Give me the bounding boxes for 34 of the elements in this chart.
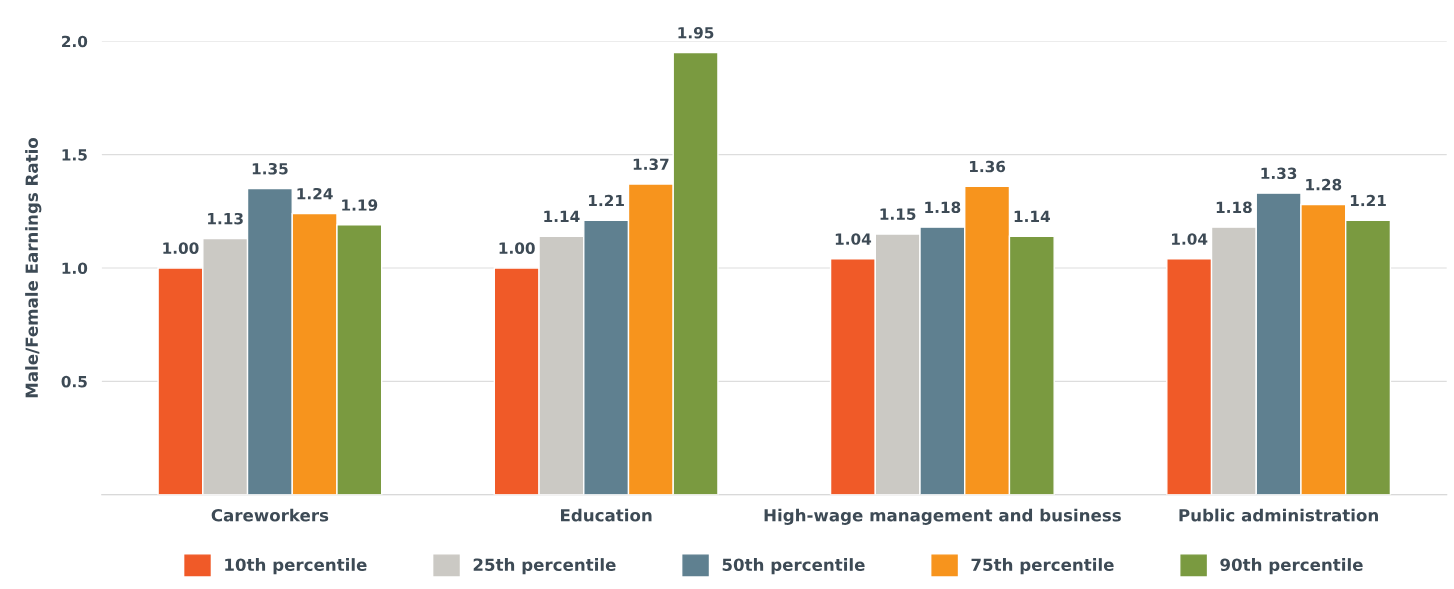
data-label: 1.21 [589,194,624,207]
y-tick-label: 2.0 [62,35,88,48]
x-tick-label: Public administration [1179,508,1378,522]
data-label: 1.13 [208,212,243,225]
data-label: 1.19 [342,199,378,211]
data-label: 1.35 [252,163,288,175]
data-label: 1.00 [499,242,535,254]
legend-label: 50th percentile [722,558,865,575]
data-label: 1.21 [1350,194,1386,207]
legend-label: 75th percentile [971,558,1114,575]
x-tick-label: High-wage management and business [764,508,1121,525]
legend-label: 10th percentile [225,558,367,575]
data-label: 1.36 [969,160,1006,173]
y-tick-label: 1.0 [62,262,88,275]
data-label: 1.24 [297,187,333,200]
data-label: 1.00 [163,242,199,254]
data-label: 1.37 [633,158,669,171]
data-label: 1.28 [1306,178,1342,191]
data-label: 1.14 [1014,210,1050,222]
data-label: 1.18 [925,201,961,214]
data-label: 1.04 [1172,233,1208,245]
legend-label: 25th percentile [473,558,616,575]
y-axis-title: Male/Female Earnings Ratio [25,137,42,398]
y-tick-label: 1.5 [62,149,87,161]
x-tick-label: Careworkers [211,508,329,522]
data-label: 1.95 [678,26,714,39]
data-label: 1.04 [835,233,872,245]
y-tick-label: 0.5 [61,375,87,388]
x-tick-label: Education [561,508,652,522]
legend-label: 90th percentile [1220,558,1363,575]
data-label: 1.18 [1216,201,1252,214]
data-label: 1.33 [1261,167,1297,180]
data-label: 1.14 [544,210,580,222]
data-label: 1.15 [880,208,916,220]
